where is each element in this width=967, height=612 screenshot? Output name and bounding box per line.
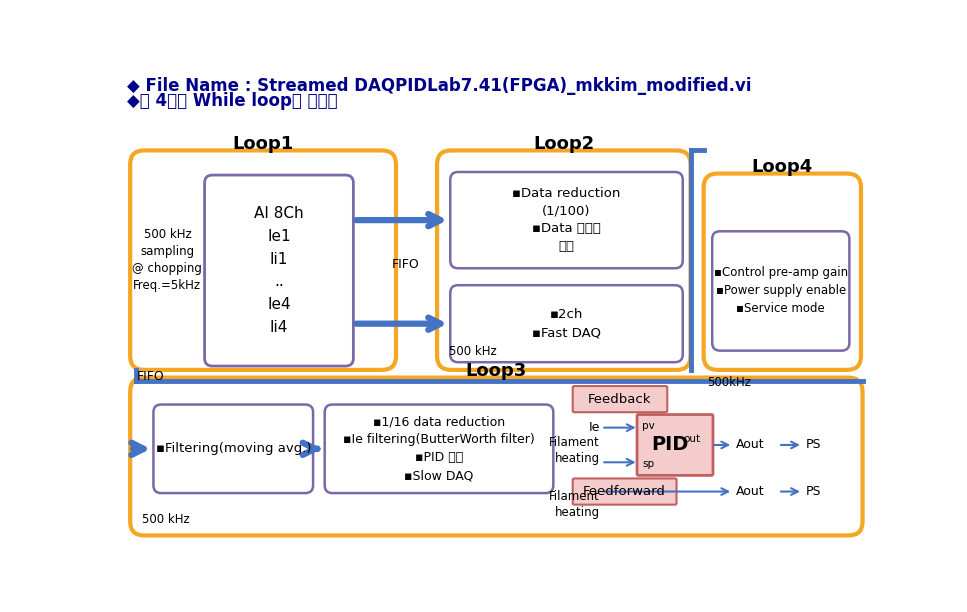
- Text: pv: pv: [642, 420, 656, 431]
- Text: Aout: Aout: [736, 485, 764, 498]
- FancyBboxPatch shape: [154, 405, 313, 493]
- Text: 500 kHz: 500 kHz: [449, 345, 496, 359]
- FancyBboxPatch shape: [713, 231, 849, 351]
- Text: sp: sp: [642, 459, 655, 469]
- Text: FIFO: FIFO: [136, 370, 164, 382]
- Text: ▪1/16 data reduction
▪Ie filtering(ButterWorth filter)
▪PID 연산
▪Slow DAQ: ▪1/16 data reduction ▪Ie filtering(Butte…: [343, 416, 535, 482]
- Text: Feedback: Feedback: [588, 393, 652, 406]
- Text: PS: PS: [806, 485, 822, 498]
- FancyBboxPatch shape: [437, 151, 690, 370]
- FancyBboxPatch shape: [131, 151, 396, 370]
- Text: 500 kHz: 500 kHz: [142, 513, 190, 526]
- Text: 500kHz: 500kHz: [708, 376, 751, 389]
- Text: Ie: Ie: [589, 421, 600, 434]
- Text: Loop2: Loop2: [533, 135, 595, 153]
- FancyBboxPatch shape: [325, 405, 553, 493]
- Text: AI 8Ch
Ie1
Ii1
..
Ie4
Ii4: AI 8Ch Ie1 Ii1 .. Ie4 Ii4: [254, 206, 304, 335]
- Text: ▪Data reduction
(1/100)
▪Data 유효성
확인: ▪Data reduction (1/100) ▪Data 유효성 확인: [513, 187, 621, 253]
- FancyBboxPatch shape: [131, 378, 863, 536]
- FancyBboxPatch shape: [572, 386, 667, 412]
- Text: Filament
heating: Filament heating: [549, 490, 600, 519]
- Text: FIFO: FIFO: [392, 258, 419, 271]
- Text: out: out: [684, 434, 701, 444]
- Text: ◆잡 4개의 While loop로 구성됨: ◆잡 4개의 While loop로 구성됨: [127, 92, 337, 110]
- FancyBboxPatch shape: [637, 414, 713, 476]
- Text: ◆ File Name : Streamed DAQPIDLab7.41(FPGA)_mkkim_modified.vi: ◆ File Name : Streamed DAQPIDLab7.41(FPG…: [127, 76, 751, 94]
- Text: ▪2ch
▪Fast DAQ: ▪2ch ▪Fast DAQ: [532, 308, 601, 339]
- Text: Feedforward: Feedforward: [583, 485, 666, 498]
- FancyBboxPatch shape: [704, 174, 861, 370]
- FancyBboxPatch shape: [572, 479, 677, 505]
- Text: Loop1: Loop1: [232, 135, 294, 153]
- Text: PID: PID: [652, 436, 689, 455]
- Text: 500 kHz
sampling
@ chopping
Freq.=5kHz: 500 kHz sampling @ chopping Freq.=5kHz: [132, 228, 202, 292]
- Text: ▪Filtering(moving avg.): ▪Filtering(moving avg.): [156, 442, 311, 455]
- Text: Loop4: Loop4: [751, 159, 813, 176]
- Text: Loop3: Loop3: [466, 362, 527, 381]
- Text: PS: PS: [806, 438, 822, 452]
- Text: ▪Control pre-amp gain
▪Power supply enable
▪Service mode: ▪Control pre-amp gain ▪Power supply enab…: [714, 266, 848, 315]
- FancyBboxPatch shape: [451, 172, 683, 268]
- Text: Filament
heating: Filament heating: [549, 436, 600, 465]
- FancyBboxPatch shape: [451, 285, 683, 362]
- Text: Aout: Aout: [736, 438, 764, 452]
- FancyBboxPatch shape: [205, 175, 353, 366]
